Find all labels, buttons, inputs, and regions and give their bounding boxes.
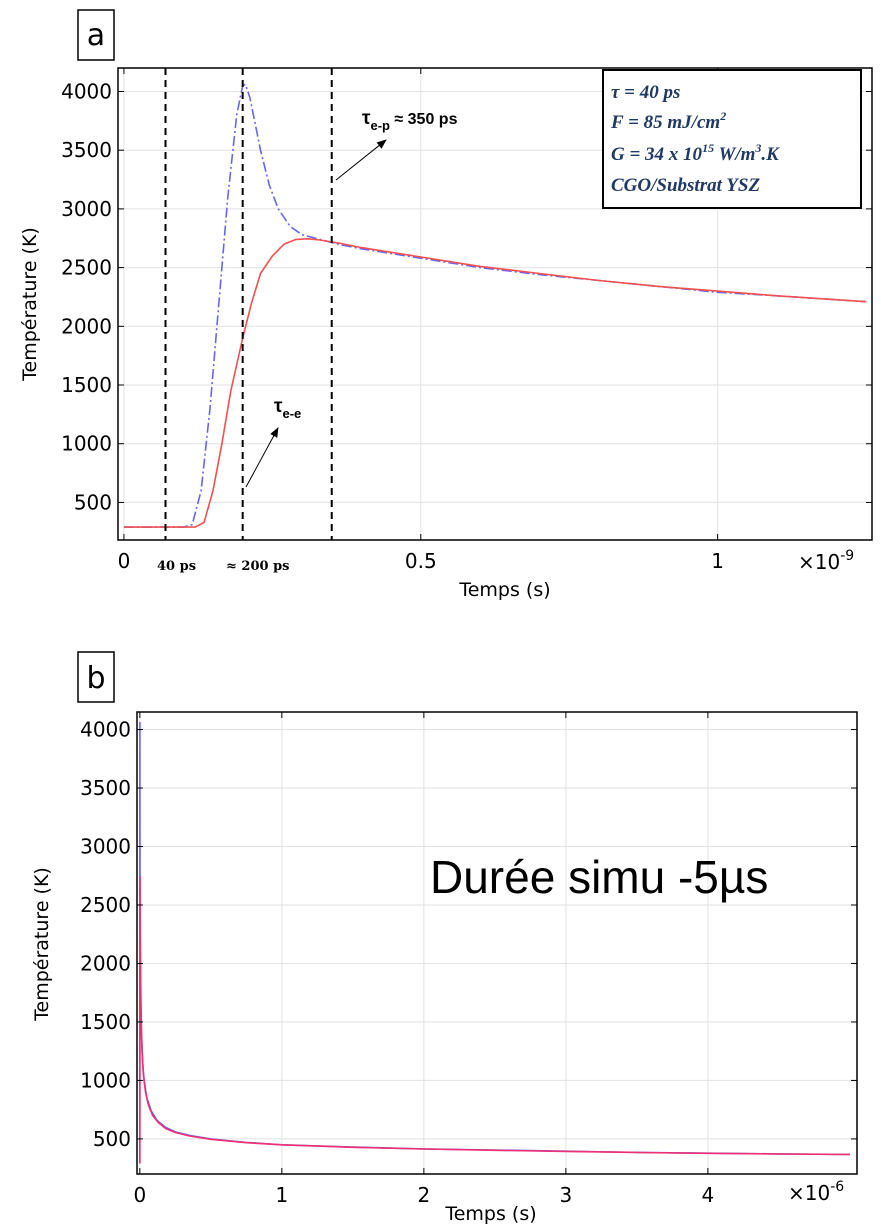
panel-b-ytick-label: 1000 xyxy=(80,1068,131,1092)
panel-b-xtick-label: 1 xyxy=(275,1183,288,1207)
panel-b-xtick-label: 3 xyxy=(560,1183,573,1207)
panel-b-ylabel: Température (K) xyxy=(31,867,53,1022)
panel-b-label-box xyxy=(77,651,115,703)
panel-b-series-0 xyxy=(139,721,850,1164)
panel-b-ytick-label: 2000 xyxy=(80,951,131,975)
panel-a-ytick-label: 4000 xyxy=(61,79,112,103)
panel-a-series xyxy=(123,83,867,528)
panel-a-xlabel: Temps (s) xyxy=(458,579,550,601)
panel-a-annotation-tau-ep: τe-p ≈ 350 ps xyxy=(362,108,458,133)
panel-b-annotation: Durée simu -5µs xyxy=(430,851,768,903)
panel-b-ytick-label: 2500 xyxy=(80,893,131,917)
panel-a-arrow-tau-ee xyxy=(245,427,279,488)
panel-a-info-line-4: CGO/Substrat YSZ xyxy=(611,175,760,196)
panel-b-x-multiplier: ×10-6 xyxy=(788,1179,844,1205)
panel-a-info-line-1: τ = 40 ps xyxy=(611,82,680,103)
panel-a-label: a xyxy=(87,18,105,53)
panel-a-label-box xyxy=(77,9,115,61)
panel-b-ytick-label: 3000 xyxy=(80,835,131,859)
panel-b-ytick-label: 1500 xyxy=(80,1010,131,1034)
panel-a-ylabel: Température (K) xyxy=(19,227,41,382)
panel-b-ticks: 0 1 2 3 4 500 1000 1500 2000 2500 3000 3500 4000 xyxy=(80,712,857,1207)
panel-a-info-line-3: G = 34 x 1015 W/m3.K xyxy=(611,141,780,165)
panel-a-ytick-label: 3000 xyxy=(61,197,112,221)
panel-a-x-annotation-40ps: 40 ps xyxy=(157,559,196,574)
panel-a-ytick-label: 1500 xyxy=(61,373,112,397)
panel-a-info-line-2: F = 85 mJ/cm2 xyxy=(610,109,726,133)
panel-b: 0 1 2 3 4 500 1000 1500 2000 2500 3000 3500 4000 b T… xyxy=(31,651,858,1225)
panel-b-ytick-label: 3500 xyxy=(80,776,131,800)
panel-a-series-1 xyxy=(123,238,867,528)
panel-a-ytick-label: 2000 xyxy=(61,314,112,338)
panel-a-plot-frame xyxy=(117,67,873,541)
panel-a-xtick-label: 0 xyxy=(118,549,131,573)
panel-a-ytick-label: 3500 xyxy=(61,138,112,162)
panel-b-ytick-label: 500 xyxy=(93,1127,131,1151)
panel-b-plot-frame xyxy=(136,711,858,1175)
panel-b-series-1 xyxy=(139,876,850,1164)
panel-a-xtick-label: 1 xyxy=(711,549,724,573)
panel-b-xtick-label: 2 xyxy=(417,1183,430,1207)
panel-a-xtick-label: 0.5 xyxy=(405,549,437,573)
panel-b-label: b xyxy=(86,661,105,696)
panel-b-xtick-label: 4 xyxy=(702,1183,715,1207)
panel-b-series xyxy=(139,721,850,1164)
panel-b-xlabel: Temps (s) xyxy=(444,1203,536,1225)
panel-a-info-box xyxy=(602,69,862,209)
panel-a-ytick-label: 2500 xyxy=(61,256,112,280)
panel-b-ytick-label: 4000 xyxy=(80,718,131,742)
panel-a-x-annotation-200ps: ≈ 200 ps xyxy=(226,559,290,574)
panel-a-ytick-label: 1000 xyxy=(61,432,112,456)
panel-a-x-multiplier: ×10-9 xyxy=(798,548,854,574)
panel-b-grid xyxy=(137,712,857,1174)
panel-a-vertical-markers xyxy=(164,68,333,540)
panel-a-arrow-tau-ep xyxy=(335,139,387,181)
panel-b-xtick-label: 0 xyxy=(133,1183,146,1207)
panel-a-ytick-label: 500 xyxy=(74,490,112,514)
panel-a-annotation-tau-ee: τe-e xyxy=(274,396,301,421)
